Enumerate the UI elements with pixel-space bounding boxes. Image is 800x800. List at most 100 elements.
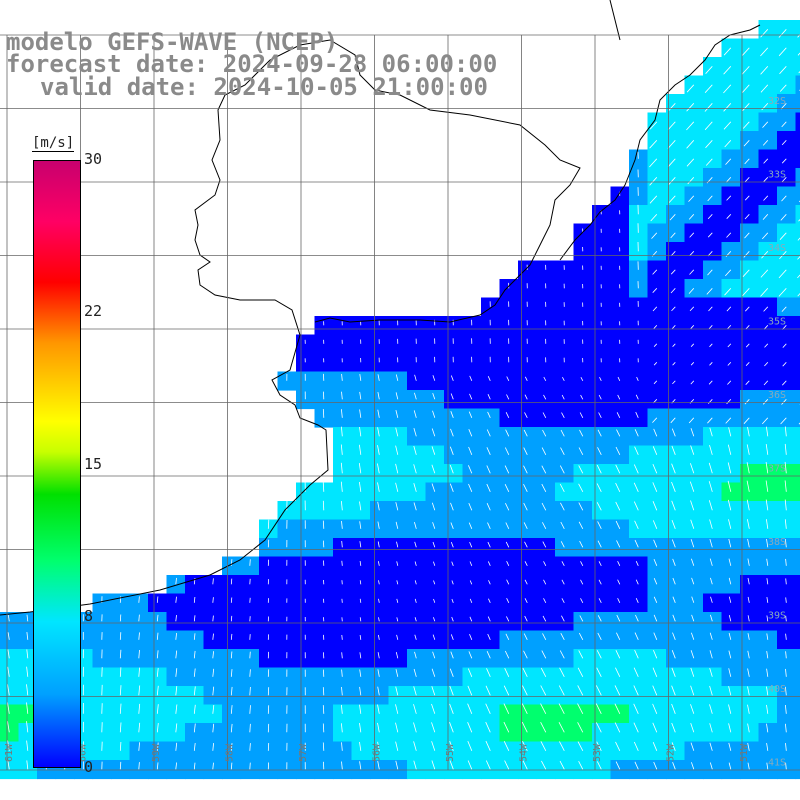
wind-cell: [573, 575, 593, 595]
wind-cell: [351, 371, 371, 391]
wind-cell: [647, 445, 667, 465]
wind-arrow: [560, 521, 565, 529]
wind-arrow: [486, 465, 491, 474]
wind-arrow: [359, 409, 362, 418]
wind-cell: [333, 482, 353, 502]
wind-cell: [795, 575, 800, 595]
wind-cell: [610, 704, 630, 724]
wind-cell: [92, 667, 112, 687]
wind-cell: [629, 556, 649, 576]
wind-arrow: [709, 704, 713, 714]
wind-arrow: [485, 760, 491, 770]
wind-speed-field: [0, 20, 800, 780]
wind-arrow: [414, 598, 417, 603]
wind-cell: [111, 686, 131, 706]
wind-arrow: [395, 521, 399, 529]
wind-arrow: [560, 541, 565, 548]
wind-arrow: [670, 269, 676, 275]
wind-cell: [758, 741, 778, 761]
wind-cell: [666, 741, 686, 761]
wind-cell: [370, 667, 390, 687]
wind-cell: [499, 316, 519, 336]
wind-cell: [499, 556, 519, 576]
wind-arrow: [766, 578, 769, 585]
wind-arrow: [450, 541, 454, 548]
wind-arrow: [488, 598, 491, 603]
wind-cell: [703, 445, 723, 465]
wind-cell: [388, 501, 408, 521]
wind-arrow: [797, 237, 800, 241]
wind-cell: [425, 501, 445, 521]
wind-cell: [444, 353, 464, 373]
wind-cell: [518, 686, 538, 706]
wind-arrow: [708, 306, 713, 312]
wind-cell: [499, 408, 519, 428]
wind-cell: [629, 704, 649, 724]
wind-arrow: [686, 158, 695, 167]
wind-arrow: [341, 540, 343, 548]
wind-arrow: [747, 704, 750, 714]
wind-arrow: [560, 447, 565, 455]
wind-cell: [314, 649, 334, 669]
wind-cell: [444, 334, 464, 354]
wind-cell: [684, 667, 704, 687]
wind-arrow: [578, 465, 584, 474]
wind-arrow: [561, 598, 565, 603]
wind-arrow: [709, 632, 713, 640]
wind-arrow: [596, 650, 602, 659]
wind-cell: [499, 630, 519, 650]
wind-arrow: [766, 762, 769, 770]
wind-cell: [296, 575, 316, 595]
wind-cell: [592, 353, 612, 373]
longitude-labels: 61W60W59W58W57W56W55W54W53W52W51W50W49W: [4, 743, 750, 762]
wind-cell: [370, 593, 390, 613]
wind-cell: [536, 445, 556, 465]
wind-cell: [277, 667, 297, 687]
wind-arrow: [467, 760, 473, 770]
wind-cell: [592, 427, 612, 447]
wind-arrow: [784, 499, 787, 511]
wind-cell: [573, 408, 593, 428]
lon-label: 59W: [151, 743, 162, 762]
wind-arrow: [431, 686, 436, 696]
wind-arrow: [724, 288, 732, 296]
wind-arrow: [560, 502, 565, 511]
lon-label: 55W: [445, 743, 456, 762]
wind-arrow: [467, 722, 473, 733]
wind-cell: [518, 297, 538, 317]
wind-arrow: [449, 483, 454, 492]
wind-arrow: [540, 722, 547, 733]
wind-arrow: [486, 651, 491, 659]
wind-cell: [795, 94, 800, 114]
wind-cell: [573, 316, 593, 336]
wind-arrow: [687, 177, 695, 185]
wind-cell: [555, 593, 575, 613]
wind-cell: [647, 538, 667, 558]
wind-arrow: [690, 343, 695, 347]
wind-arrow: [579, 615, 584, 622]
wind-cell: [703, 667, 723, 687]
wind-arrow: [653, 649, 658, 659]
wind-cell: [407, 612, 427, 632]
wind-cell: [444, 649, 464, 669]
wind-arrow: [597, 540, 602, 548]
wind-arrow: [378, 598, 380, 603]
wind-cell: [407, 501, 427, 521]
wind-cell: [592, 575, 612, 595]
wind-arrow: [595, 722, 602, 733]
wind-arrow: [561, 412, 565, 418]
wind-cell: [259, 686, 279, 706]
wind-arrow: [688, 214, 695, 220]
wind-cell: [592, 260, 612, 280]
wind-arrow: [138, 667, 140, 677]
wind-arrow: [671, 306, 676, 312]
wind-arrow: [561, 561, 565, 566]
wind-cell: [222, 760, 242, 780]
wind-cell: [684, 482, 704, 502]
wind-arrow: [469, 616, 473, 622]
wind-cell: [684, 760, 704, 780]
wind-arrow: [523, 650, 528, 659]
wind-cell: [481, 297, 501, 317]
wind-cell: [573, 723, 593, 743]
wind-arrow: [449, 668, 454, 677]
